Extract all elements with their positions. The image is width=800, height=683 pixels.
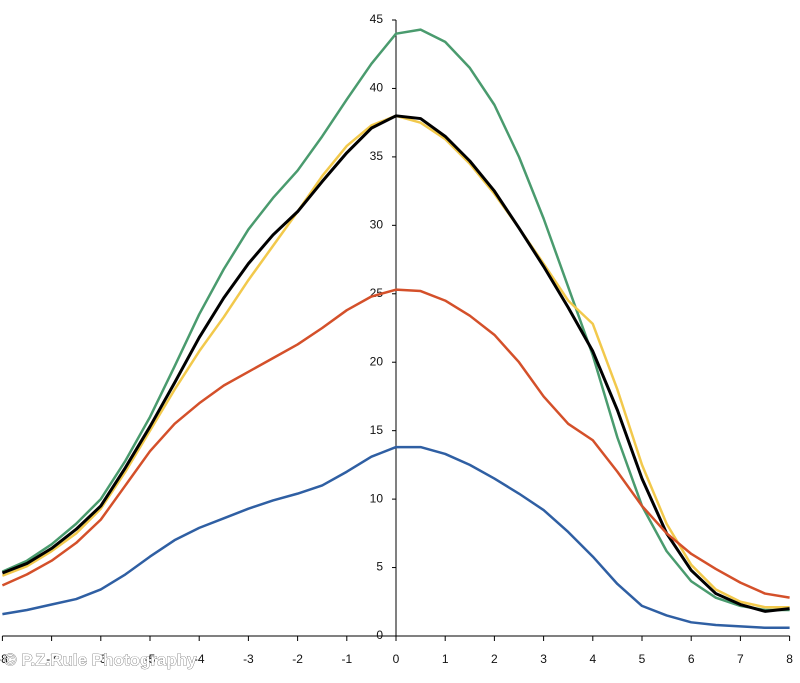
x-tick-label: -3: [243, 652, 254, 666]
x-tick-label: 2: [491, 652, 498, 666]
x-tick-label: -6: [95, 652, 106, 666]
y-tick-label: 30: [370, 218, 384, 232]
x-tick-label: 5: [639, 652, 646, 666]
y-tick-label: 20: [370, 354, 384, 368]
x-tick-label: 8: [786, 652, 793, 666]
series-line: [1, 28, 790, 612]
y-tick-label: 35: [370, 149, 384, 163]
y-tick-label: 40: [370, 81, 384, 95]
x-tick-label: -8: [0, 652, 8, 666]
x-tick-label: -7: [46, 652, 57, 666]
y-tick-label: 15: [370, 423, 384, 437]
x-tick-label: 0: [393, 652, 400, 666]
x-tick-label: 4: [589, 652, 596, 666]
watermark: © P.Z.Rule Photography: [4, 650, 197, 669]
series-line: [1, 114, 790, 613]
x-tick-label: -2: [292, 652, 303, 666]
series-line: [2, 445, 790, 630]
y-tick-label: 5: [376, 560, 383, 574]
series-line: [1, 288, 790, 599]
y-tick-label: 10: [370, 491, 384, 505]
y-tick-label: 0: [376, 628, 383, 642]
x-tick-label: 3: [540, 652, 547, 666]
x-tick-label: -1: [341, 652, 352, 666]
x-tick-label: 6: [688, 652, 695, 666]
x-tick-label: -5: [145, 652, 156, 666]
x-tick-label: -4: [194, 652, 205, 666]
x-tick-label: 1: [442, 652, 449, 666]
y-tick-label: 45: [370, 12, 384, 26]
x-tick-label: 7: [737, 652, 744, 666]
